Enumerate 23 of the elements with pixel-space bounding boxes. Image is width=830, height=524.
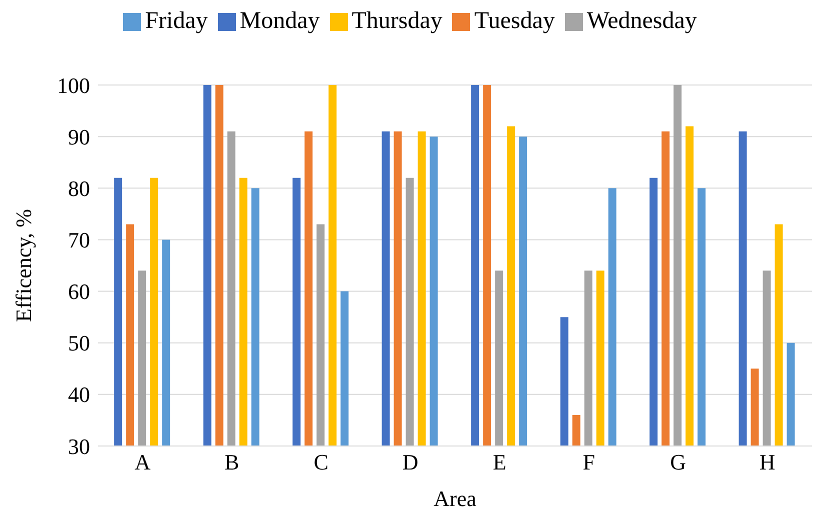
x-tick-label: D xyxy=(402,450,418,475)
y-tick-label: 50 xyxy=(68,330,90,356)
y-tick-label: 80 xyxy=(68,176,90,201)
x-tick-label: F xyxy=(582,450,595,475)
x-tick-label: A xyxy=(134,450,151,475)
x-tick-label: B xyxy=(224,450,240,475)
y-tick-label: 100 xyxy=(57,72,90,98)
y-tick-label: 60 xyxy=(68,279,90,304)
x-tick-label: E xyxy=(492,450,506,475)
legend-label: Monday xyxy=(240,8,320,34)
y-tick-label: 70 xyxy=(68,228,90,253)
x-tick-label: H xyxy=(759,450,776,475)
y-tick-label: 40 xyxy=(68,382,90,408)
y-axis-title: Efficency, % xyxy=(10,209,36,322)
legend-label: Wednesday xyxy=(586,8,697,34)
x-tick-label: G xyxy=(670,450,686,475)
legend-label: Thursday xyxy=(352,8,442,34)
y-tick-label: 90 xyxy=(68,124,90,150)
x-tick-label: C xyxy=(314,450,328,475)
legend-label: Tuesday xyxy=(474,8,555,34)
x-axis-title: Area xyxy=(434,486,477,511)
legend-label: Friday xyxy=(145,8,208,34)
y-tick-label: 30 xyxy=(68,434,90,459)
